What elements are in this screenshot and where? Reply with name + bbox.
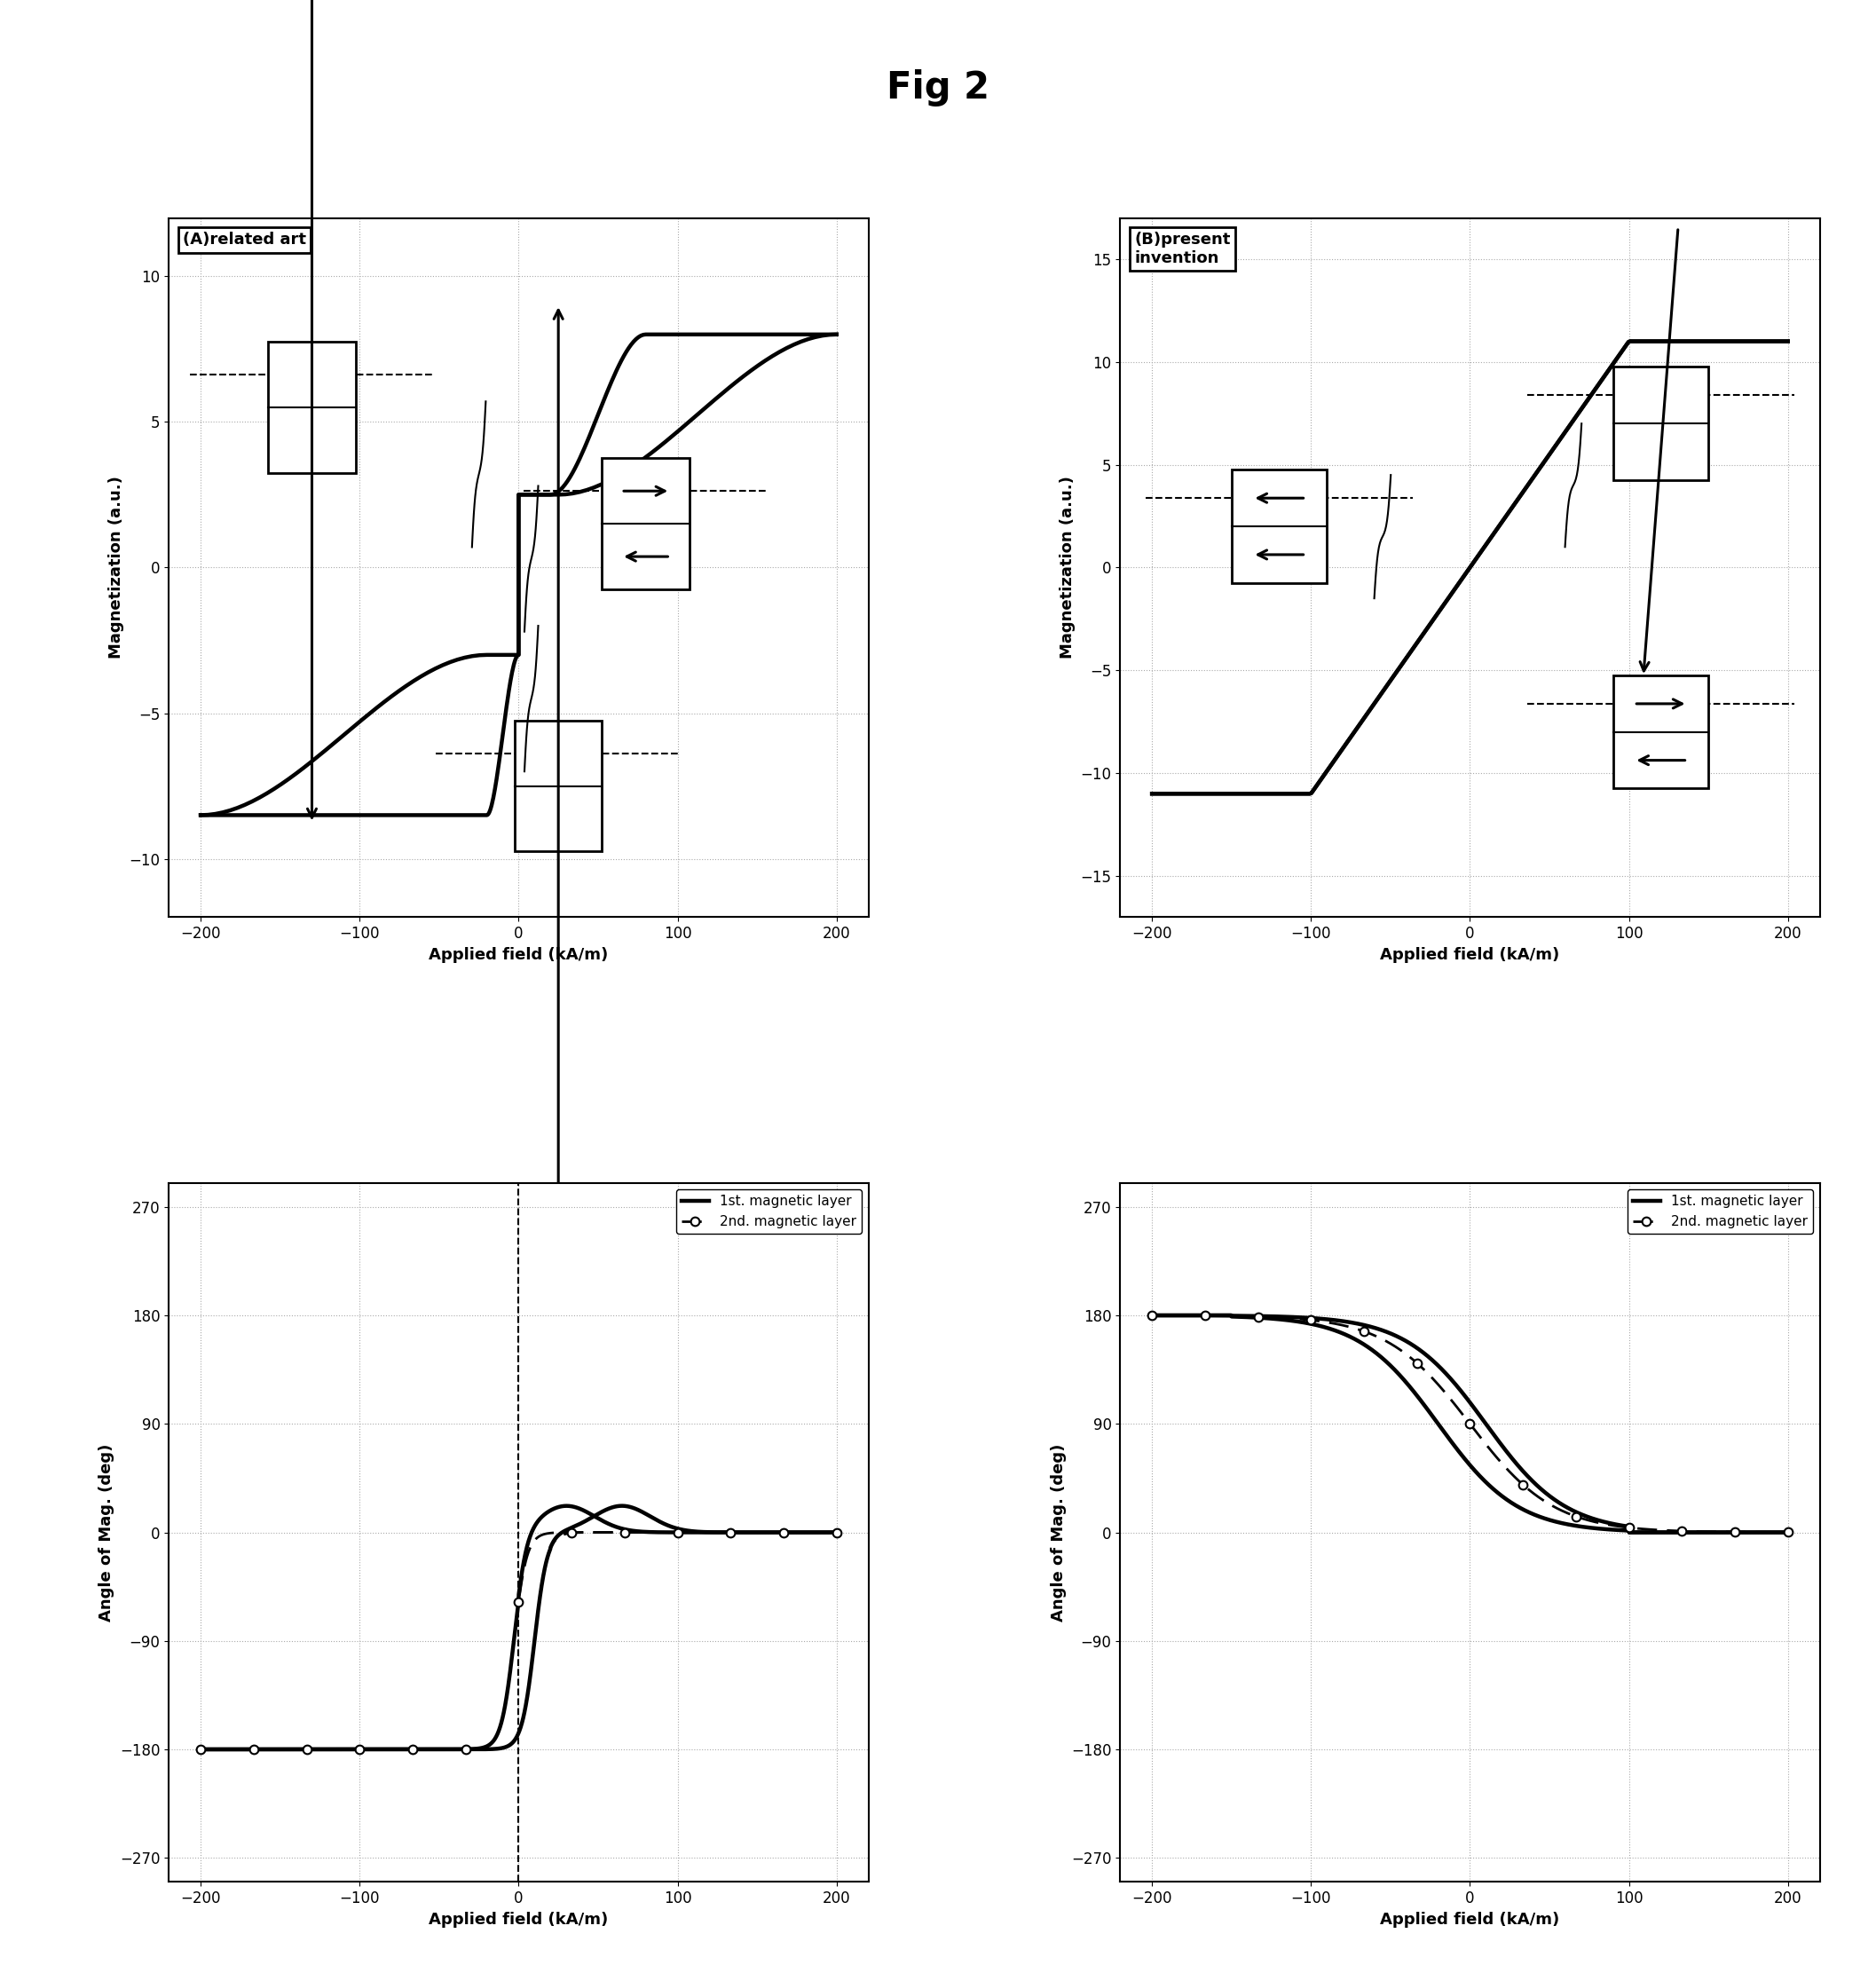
Text: (A)related art: (A)related art bbox=[182, 232, 306, 248]
Bar bbox=[268, 341, 356, 473]
Legend: 1st. magnetic layer, 2nd. magnetic layer: 1st. magnetic layer, 2nd. magnetic layer bbox=[1628, 1189, 1812, 1234]
Y-axis label: Magnetization (a.u.): Magnetization (a.u.) bbox=[109, 475, 124, 660]
Bar bbox=[1231, 469, 1326, 582]
X-axis label: Applied field (kA/m): Applied field (kA/m) bbox=[430, 947, 608, 963]
Y-axis label: Angle of Mag. (deg): Angle of Mag. (deg) bbox=[99, 1444, 114, 1620]
Text: (B)present
invention: (B)present invention bbox=[1135, 232, 1231, 265]
X-axis label: Applied field (kA/m): Applied field (kA/m) bbox=[1381, 1912, 1559, 1928]
Y-axis label: Angle of Mag. (deg): Angle of Mag. (deg) bbox=[1051, 1444, 1066, 1620]
Bar bbox=[602, 458, 690, 590]
Bar bbox=[514, 721, 602, 852]
X-axis label: Applied field (kA/m): Applied field (kA/m) bbox=[1381, 947, 1559, 963]
X-axis label: Applied field (kA/m): Applied field (kA/m) bbox=[430, 1912, 608, 1928]
Bar bbox=[1613, 676, 1709, 788]
Bar bbox=[1613, 366, 1709, 479]
Text: Fig 2: Fig 2 bbox=[887, 69, 989, 107]
Y-axis label: Magnetization (a.u.): Magnetization (a.u.) bbox=[1060, 475, 1075, 660]
Legend: 1st. magnetic layer, 2nd. magnetic layer: 1st. magnetic layer, 2nd. magnetic layer bbox=[675, 1189, 861, 1234]
